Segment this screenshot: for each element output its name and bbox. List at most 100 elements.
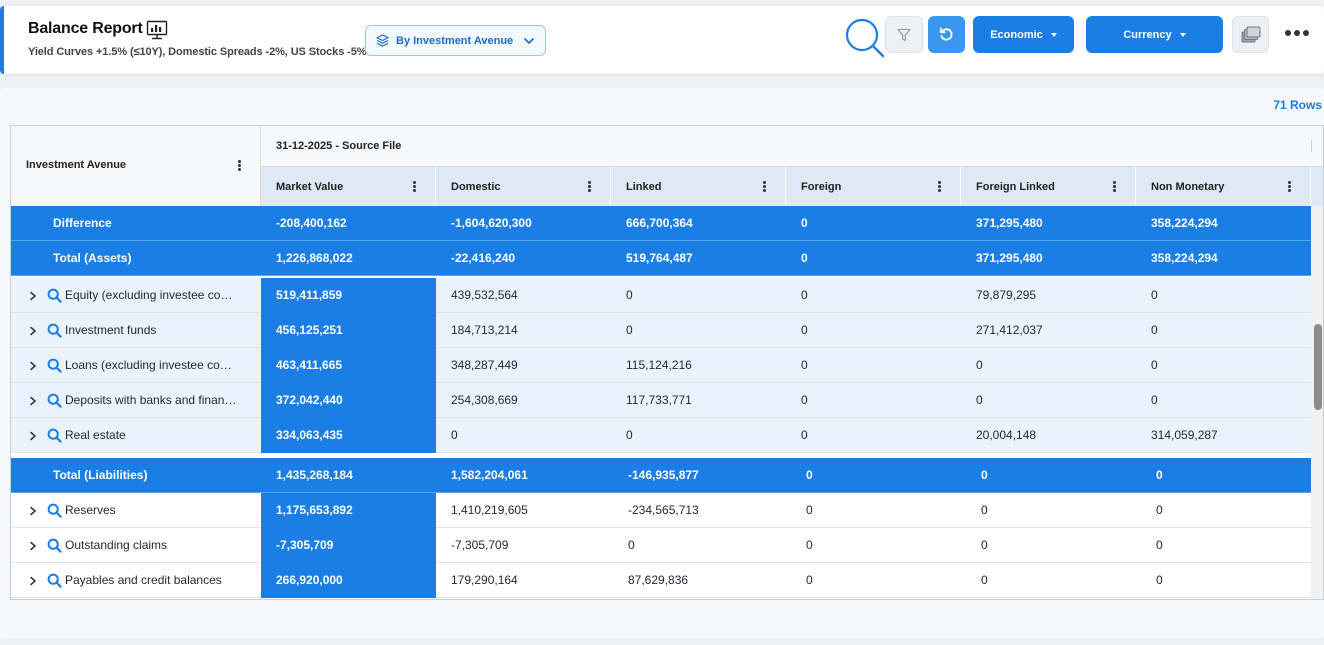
- row-label-cell: Outstanding claims: [11, 528, 261, 563]
- currency-dropdown[interactable]: Currency: [1086, 16, 1223, 53]
- investment-avenue-dropdown[interactable]: By Investment Avenue: [365, 25, 546, 56]
- chevron-right-icon[interactable]: [29, 576, 39, 586]
- cell-domestic: 1,410,219,605: [451, 503, 528, 517]
- table-row[interactable]: Equity (excluding investee companies) 519…: [11, 278, 1311, 313]
- cell-market-value: 456,125,251: [261, 313, 436, 348]
- row-label-cell: Equity (excluding investee companies): [11, 278, 261, 313]
- cell-domestic: 348,287,449: [451, 358, 518, 372]
- header-divider: [1311, 140, 1312, 152]
- cell-market-value: 334,063,435: [261, 418, 436, 453]
- table-row[interactable]: Payables and credit balances 266,920,000 1…: [11, 563, 1311, 598]
- column-menu-icon[interactable]: [1288, 181, 1291, 192]
- chevron-right-icon[interactable]: [29, 326, 39, 336]
- cell-market-value: 266,920,000: [261, 563, 436, 598]
- economic-dropdown-label: Economic: [990, 28, 1043, 41]
- cell-foreign: 0: [806, 468, 813, 482]
- cell-linked: 115,124,216: [626, 358, 692, 372]
- more-horizontal-icon[interactable]: [1285, 27, 1311, 39]
- cell-foreign: 0: [806, 538, 813, 552]
- report-panel: 71 Rows Investment Avenue 31-12-2025 - S…: [0, 88, 1324, 638]
- investment-avenue-header[interactable]: Investment Avenue: [11, 126, 261, 206]
- rows-count: 71 Rows: [1273, 98, 1322, 112]
- cell-non-monetary: 0: [1156, 503, 1163, 517]
- column-menu-icon[interactable]: [413, 181, 416, 192]
- layers-icon: [376, 34, 389, 47]
- table-row[interactable]: Investment funds 456,125,251 184,713,214 0 0…: [11, 313, 1311, 348]
- column-header-linked[interactable]: Linked: [611, 167, 786, 206]
- search-icon[interactable]: [844, 17, 886, 59]
- cell-market-value: -7,305,709: [261, 528, 436, 563]
- cell-foreign: 0: [806, 573, 813, 587]
- search-icon[interactable]: [47, 393, 62, 408]
- search-icon[interactable]: [47, 573, 62, 588]
- search-icon[interactable]: [47, 538, 62, 553]
- column-menu-icon[interactable]: [588, 181, 591, 192]
- row-label-cell: Real estate: [11, 418, 261, 453]
- cell-foreign: 0: [801, 251, 808, 265]
- date-group-header: 31-12-2025 - Source File: [261, 126, 1323, 167]
- row-label: Investment funds: [65, 323, 157, 337]
- column-menu-icon[interactable]: [238, 160, 241, 171]
- total-row[interactable]: Total (Assets) 1,226,868,022 -22,416,240 51…: [11, 241, 1311, 276]
- cell-linked: 0: [626, 288, 633, 302]
- filter-button[interactable]: [885, 16, 923, 53]
- cards-icon: [1241, 26, 1260, 42]
- column-header-foreign-linked[interactable]: Foreign Linked: [961, 167, 1136, 206]
- cell-linked: -146,935,877: [628, 468, 699, 482]
- caret-down-icon: [1050, 32, 1057, 37]
- chevron-right-icon[interactable]: [29, 506, 39, 516]
- search-icon[interactable]: [47, 428, 62, 443]
- cell-foreign: 0: [801, 288, 808, 302]
- cell-non-monetary: 358,224,294: [1151, 251, 1218, 265]
- search-icon[interactable]: [47, 358, 62, 373]
- cell-foreign-linked: 79,879,295: [976, 288, 1037, 302]
- column-header-market-value[interactable]: Market Value: [261, 167, 436, 206]
- cell-non-monetary: 358,224,294: [1151, 216, 1218, 230]
- table-row[interactable]: Deposits with banks and financial instit…: [11, 383, 1311, 418]
- table-row[interactable]: Loans (excluding investee companies) 463,…: [11, 348, 1311, 383]
- caret-down-icon: [1179, 32, 1186, 37]
- table-row[interactable]: Real estate 334,063,435 0 0 0 20,004,148 314,0…: [11, 418, 1311, 453]
- column-header-label: Foreign: [801, 181, 842, 193]
- row-label: Difference: [53, 216, 112, 230]
- total-row[interactable]: Total (Liabilities) 1,435,268,184 1,582,20…: [11, 458, 1311, 493]
- column-header-foreign[interactable]: Foreign: [786, 167, 961, 206]
- search-icon[interactable]: [47, 323, 62, 338]
- search-icon[interactable]: [47, 288, 62, 303]
- vertical-scrollbar[interactable]: [1311, 206, 1323, 599]
- cards-view-button[interactable]: [1232, 16, 1269, 53]
- cell-foreign-linked: 0: [981, 573, 988, 587]
- column-header-domestic[interactable]: Domestic: [436, 167, 611, 206]
- currency-dropdown-label: Currency: [1123, 28, 1172, 41]
- cell-linked: 0: [626, 323, 633, 337]
- column-header-non-monetary[interactable]: Non Monetary: [1136, 167, 1311, 206]
- scrollbar-thumb[interactable]: [1314, 324, 1322, 410]
- column-menu-icon[interactable]: [763, 181, 766, 192]
- economic-dropdown[interactable]: Economic: [973, 16, 1074, 53]
- cell-market-value: 1,175,653,892: [261, 493, 436, 528]
- chevron-right-icon[interactable]: [29, 431, 39, 441]
- refresh-button[interactable]: [928, 16, 965, 53]
- row-label: Equity (excluding investee companies): [65, 288, 241, 302]
- cell-foreign-linked: 0: [976, 358, 983, 372]
- cell-non-monetary: 0: [1156, 538, 1163, 552]
- chevron-right-icon[interactable]: [29, 396, 39, 406]
- column-menu-icon[interactable]: [1113, 181, 1116, 192]
- cell-domestic: -22,416,240: [451, 251, 516, 265]
- balance-grid: Investment Avenue 31-12-2025 - Source Fi…: [10, 125, 1324, 600]
- total-row[interactable]: Difference -208,400,162 -1,604,620,300 666,…: [11, 206, 1311, 241]
- chevron-right-icon[interactable]: [29, 541, 39, 551]
- cell-foreign: 0: [801, 358, 808, 372]
- table-row[interactable]: Outstanding claims -7,305,709 -7,305,709 0 0…: [11, 528, 1311, 563]
- filter-icon: [897, 28, 911, 41]
- report-monitor-icon[interactable]: [146, 20, 168, 40]
- chevron-down-icon: [524, 38, 534, 45]
- column-menu-icon[interactable]: [938, 181, 941, 192]
- chevron-right-icon[interactable]: [29, 291, 39, 301]
- investment-avenue-header-label: Investment Avenue: [26, 159, 127, 171]
- table-row[interactable]: Reserves 1,175,653,892 1,410,219,605 -234,5…: [11, 493, 1311, 528]
- chevron-right-icon[interactable]: [29, 361, 39, 371]
- cell-foreign-linked: 20,004,148: [976, 428, 1037, 442]
- cell-foreign: 0: [801, 216, 808, 230]
- search-icon[interactable]: [47, 503, 62, 518]
